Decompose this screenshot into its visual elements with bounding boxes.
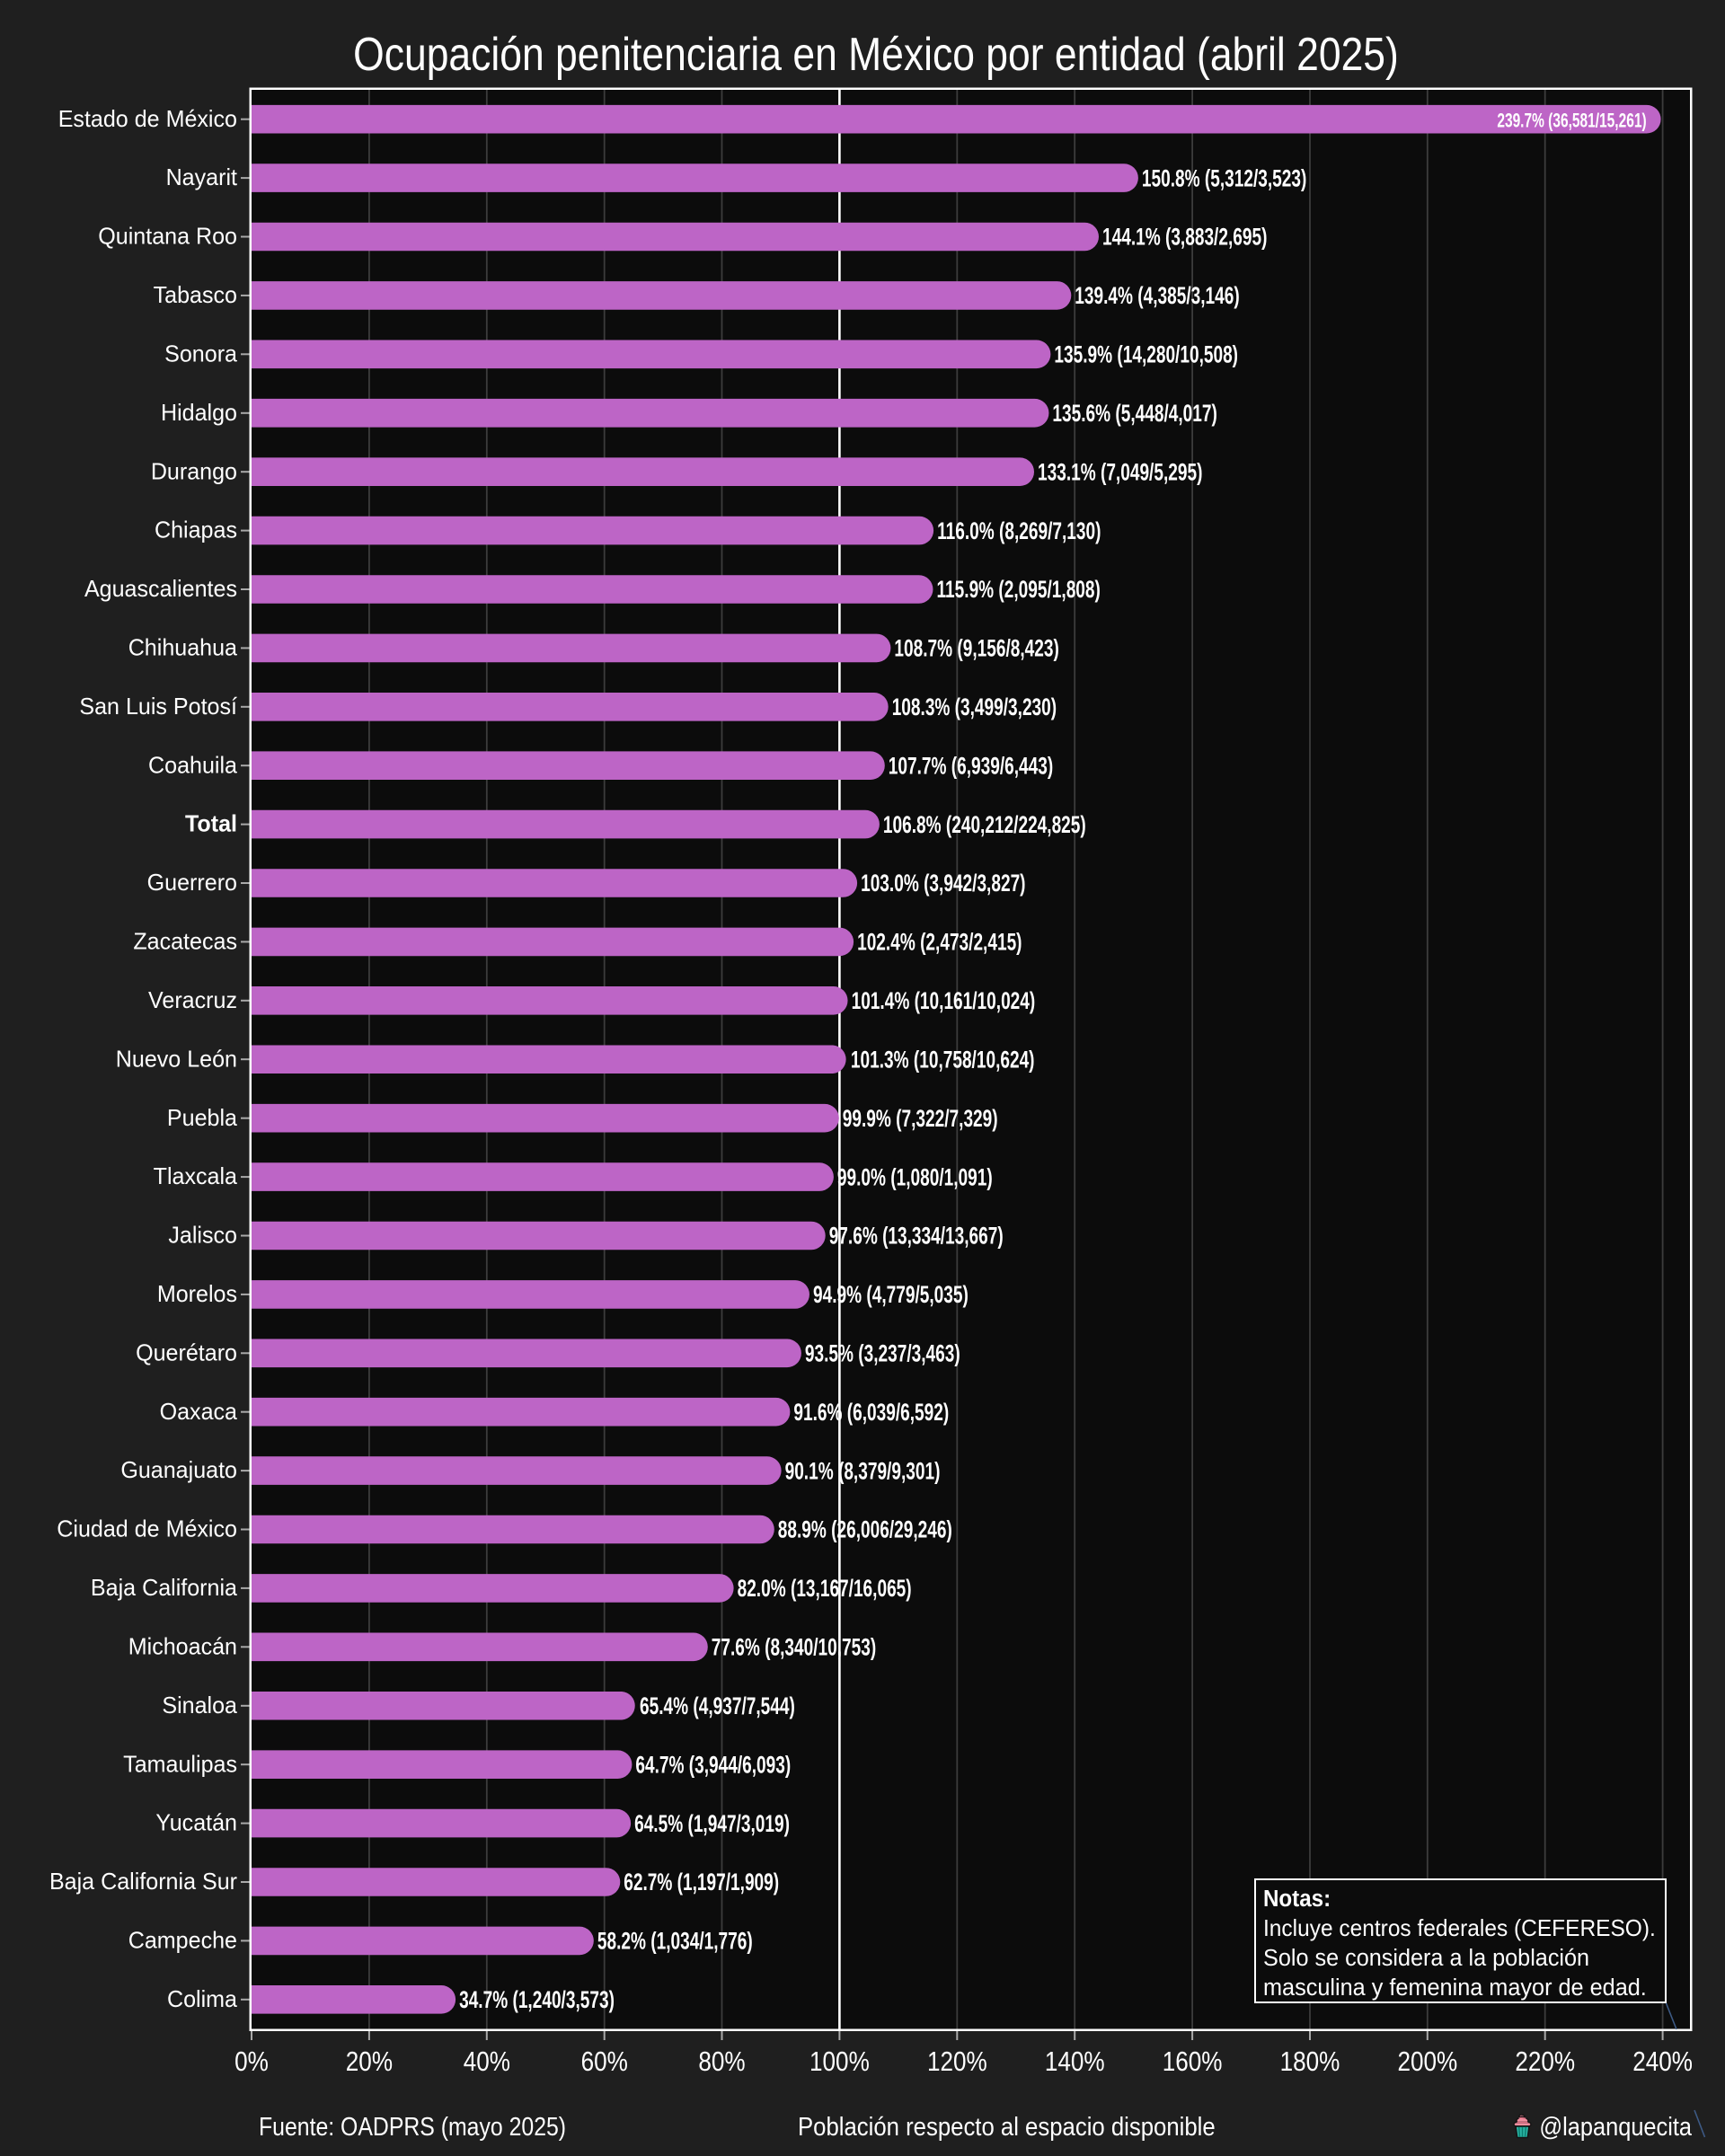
svg-text:65.4% (4,937/7,544): 65.4% (4,937/7,544): [640, 1692, 795, 1719]
svg-text:Sinaloa: Sinaloa: [162, 1693, 237, 1719]
svg-text:Jalisco: Jalisco: [168, 1223, 237, 1248]
svg-text:62.7% (1,197/1,909): 62.7% (1,197/1,909): [624, 1869, 779, 1895]
svg-text:Zacatecas: Zacatecas: [133, 929, 237, 954]
svg-text:93.5% (3,237/3,463): 93.5% (3,237/3,463): [805, 1339, 960, 1366]
svg-text:106.8% (240,212/224,825): 106.8% (240,212/224,825): [883, 811, 1086, 838]
svg-text:108.3% (3,499/3,230): 108.3% (3,499/3,230): [892, 694, 1057, 720]
svg-text:Chihuahua: Chihuahua: [128, 635, 238, 660]
svg-text:139.4% (4,385/3,146): 139.4% (4,385/3,146): [1075, 282, 1239, 309]
svg-text:102.4% (2,473/2,415): 102.4% (2,473/2,415): [857, 928, 1022, 955]
svg-text:Guerrero: Guerrero: [147, 870, 237, 896]
svg-text:Población respecto al espacio: Población respecto al espacio disponible: [798, 2112, 1216, 2142]
svg-text:Michoacán: Michoacán: [128, 1634, 237, 1659]
svg-text:150.8% (5,312/3,523): 150.8% (5,312/3,523): [1142, 164, 1306, 191]
svg-text:97.6% (13,334/13,667): 97.6% (13,334/13,667): [829, 1223, 1004, 1250]
svg-text:Oaxaca: Oaxaca: [160, 1399, 238, 1424]
svg-text:144.1% (3,883/2,695): 144.1% (3,883/2,695): [1102, 224, 1267, 251]
svg-text:Total: Total: [185, 811, 237, 836]
svg-text:239.7% (36,581/15,261): 239.7% (36,581/15,261): [1497, 110, 1646, 132]
svg-text:91.6% (6,039/6,592): 91.6% (6,039/6,592): [793, 1399, 949, 1426]
svg-text:masculina y femenina mayor de: masculina y femenina mayor de edad.: [1263, 1975, 1647, 2001]
svg-text:160%: 160%: [1163, 2046, 1223, 2078]
svg-text:180%: 180%: [1280, 2046, 1340, 2078]
svg-text:Puebla: Puebla: [167, 1105, 238, 1130]
svg-text:116.0% (8,269/7,130): 116.0% (8,269/7,130): [937, 517, 1101, 544]
svg-text:Quintana Roo: Quintana Roo: [98, 224, 237, 249]
svg-text:Tamaulipas: Tamaulipas: [123, 1752, 237, 1777]
svg-text:108.7% (9,156/8,423): 108.7% (9,156/8,423): [894, 634, 1058, 661]
svg-text:77.6% (8,340/10,753): 77.6% (8,340/10,753): [712, 1633, 876, 1660]
svg-text:115.9% (2,095/1,808): 115.9% (2,095/1,808): [937, 576, 1101, 603]
svg-text:101.3% (10,758/10,624): 101.3% (10,758/10,624): [851, 1046, 1035, 1073]
svg-text:Campeche: Campeche: [128, 1928, 237, 1953]
svg-text:Tlaxcala: Tlaxcala: [154, 1164, 238, 1189]
svg-text:101.4% (10,161/10,024): 101.4% (10,161/10,024): [852, 987, 1036, 1014]
svg-text:135.9% (14,280/10,508): 135.9% (14,280/10,508): [1054, 340, 1238, 367]
svg-text:34.7% (1,240/3,573): 34.7% (1,240/3,573): [459, 1986, 615, 2013]
svg-text:Hidalgo: Hidalgo: [161, 401, 237, 426]
svg-text:100%: 100%: [809, 2046, 870, 2078]
svg-text:200%: 200%: [1397, 2046, 1457, 2078]
svg-text:Estado de México: Estado de México: [58, 106, 237, 131]
svg-text:Aguascalientes: Aguascalientes: [84, 577, 237, 602]
svg-text:20%: 20%: [346, 2046, 393, 2078]
svg-text:40%: 40%: [464, 2046, 510, 2078]
svg-text:Tabasco: Tabasco: [154, 283, 237, 308]
svg-text:58.2% (1,034/1,776): 58.2% (1,034/1,776): [597, 1927, 753, 1954]
svg-text:Baja California: Baja California: [91, 1576, 238, 1601]
svg-text:120%: 120%: [927, 2046, 987, 2078]
svg-text:135.6% (5,448/4,017): 135.6% (5,448/4,017): [1052, 400, 1216, 427]
svg-text:Nuevo León: Nuevo León: [116, 1047, 237, 1072]
svg-text:Querétaro: Querétaro: [136, 1340, 237, 1365]
svg-text:Coahuila: Coahuila: [148, 753, 238, 778]
svg-text:Notas:: Notas:: [1263, 1886, 1331, 1912]
svg-text:San Luis Potosí: San Luis Potosí: [79, 694, 237, 720]
svg-text:64.5% (1,947/3,019): 64.5% (1,947/3,019): [634, 1810, 790, 1837]
svg-text:Colima: Colima: [167, 1987, 238, 2012]
svg-text:Yucatán: Yucatán: [155, 1810, 237, 1835]
svg-text:90.1% (8,379/9,301): 90.1% (8,379/9,301): [785, 1457, 941, 1484]
svg-text:82.0% (13,167/16,065): 82.0% (13,167/16,065): [738, 1575, 912, 1602]
svg-text:Nayarit: Nayarit: [166, 165, 237, 190]
svg-text:133.1% (7,049/5,295): 133.1% (7,049/5,295): [1038, 458, 1202, 485]
svg-text:@lapanquecita: @lapanquecita: [1539, 2111, 1692, 2141]
svg-text:Veracruz: Veracruz: [148, 988, 237, 1013]
svg-text:60%: 60%: [581, 2046, 628, 2078]
svg-text:Ocupación penitenciaria en Méx: Ocupación penitenciaria en México por en…: [353, 29, 1399, 81]
svg-text:Guanajuato: Guanajuato: [120, 1458, 237, 1483]
svg-text:Fuente: OADPRS (mayo 2025): Fuente: OADPRS (mayo 2025): [259, 2112, 566, 2141]
svg-text:99.0% (1,080/1,091): 99.0% (1,080/1,091): [837, 1163, 993, 1190]
svg-text:Ciudad de México: Ciudad de México: [57, 1516, 237, 1542]
svg-text:220%: 220%: [1515, 2046, 1575, 2078]
svg-text:Incluye centros federales (CEF: Incluye centros federales (CEFERESO).: [1263, 1915, 1656, 1941]
svg-text:94.9% (4,779/5,035): 94.9% (4,779/5,035): [813, 1281, 969, 1308]
svg-text:80%: 80%: [698, 2046, 745, 2078]
svg-text:103.0% (3,942/3,827): 103.0% (3,942/3,827): [861, 870, 1025, 897]
svg-text:Sonora: Sonora: [164, 341, 238, 367]
svg-text:107.7% (6,939/6,443): 107.7% (6,939/6,443): [889, 752, 1053, 779]
svg-text:Chiapas: Chiapas: [155, 517, 237, 543]
svg-text:Durango: Durango: [151, 459, 237, 484]
svg-text:Solo se considera a la poblaci: Solo se considera a la población: [1263, 1946, 1589, 1971]
svg-text:0%: 0%: [234, 2046, 269, 2078]
svg-text:240%: 240%: [1632, 2046, 1693, 2078]
svg-text:Baja California Sur: Baja California Sur: [49, 1869, 238, 1895]
svg-text:99.9% (7,322/7,329): 99.9% (7,322/7,329): [843, 1105, 998, 1132]
svg-text:Morelos: Morelos: [157, 1282, 237, 1307]
svg-text:64.7% (3,944/6,093): 64.7% (3,944/6,093): [635, 1751, 791, 1778]
svg-text:140%: 140%: [1045, 2046, 1105, 2078]
svg-text:88.9% (26,006/29,246): 88.9% (26,006/29,246): [778, 1516, 952, 1543]
